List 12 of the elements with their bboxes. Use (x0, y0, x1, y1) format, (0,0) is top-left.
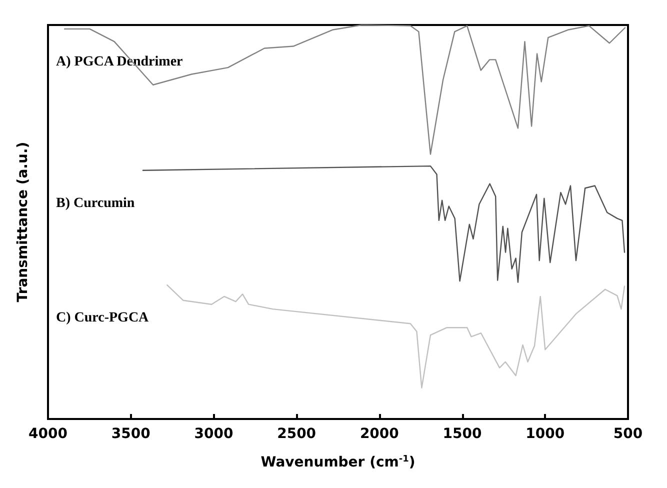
x-tick-label: 2500 (277, 426, 316, 442)
x-tick-label: 3500 (111, 426, 151, 442)
x-tick-label: 1000 (526, 426, 565, 442)
series-label: B) Curcumin (56, 196, 135, 211)
x-tick-label: 500 (613, 426, 643, 442)
x-tick-label: 3000 (194, 426, 234, 442)
x-tick-label: 1500 (442, 426, 482, 442)
y-axis-title: Transmittance (a.u.) (15, 142, 31, 302)
x-tick-label: 2000 (360, 426, 400, 442)
text: C) Curc-PGCA (56, 310, 150, 326)
series-label: A) PGCA Dendrimer (56, 54, 183, 70)
x-tick-label: 4000 (28, 426, 68, 442)
